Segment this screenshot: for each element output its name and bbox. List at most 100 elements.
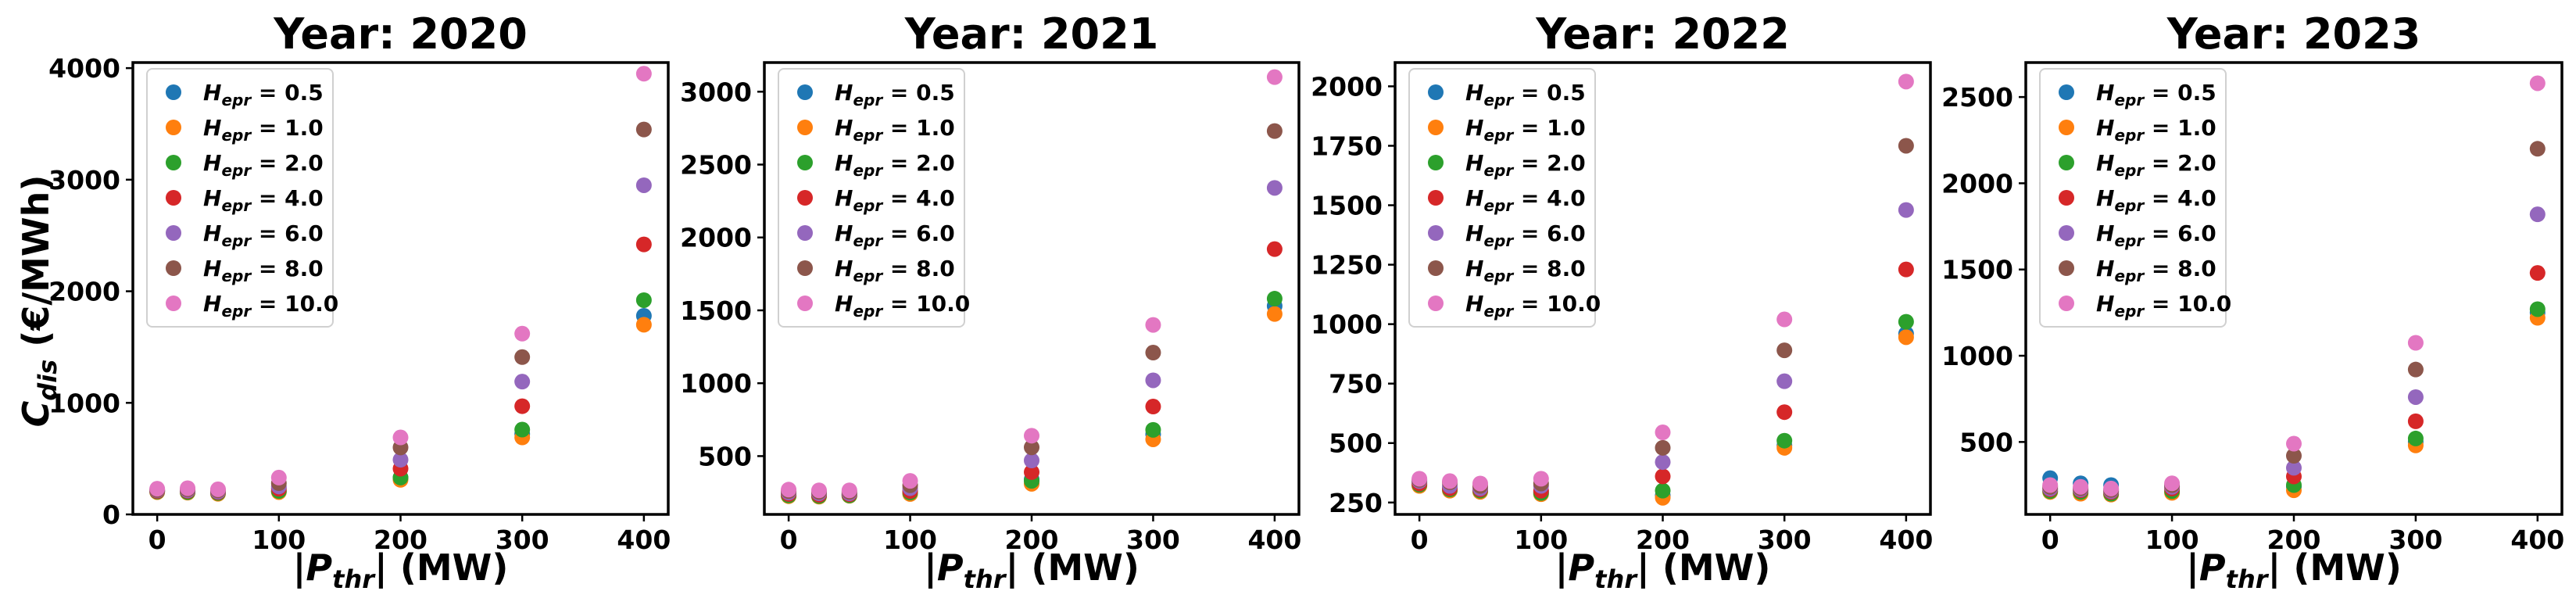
legend-label: Hepr = 1.0 <box>1465 115 1586 145</box>
data-point <box>2407 389 2424 405</box>
legend-label: Hepr = 10.0 <box>835 291 970 321</box>
legend-label: Hepr = 2.0 <box>835 150 955 180</box>
data-point <box>392 452 409 468</box>
x-axis-label: |Pthr| (MW) <box>293 546 509 594</box>
legend-marker <box>2059 260 2074 276</box>
legend-marker <box>2059 190 2074 206</box>
legend-frame <box>146 68 334 328</box>
data-point <box>2529 206 2546 223</box>
legend-marker <box>1428 84 1444 100</box>
y-tick-label: 1000 <box>1311 310 1383 340</box>
y-tick-label: 1500 <box>1311 191 1383 221</box>
legend-marker <box>797 225 813 241</box>
x-tick-label: 200 <box>1636 525 1690 555</box>
y-tick-label: 2000 <box>1311 71 1383 102</box>
y-tick-label: 500 <box>1329 428 1383 459</box>
data-point <box>635 177 652 193</box>
data-point <box>1411 471 1428 487</box>
legend-label: Hepr = 10.0 <box>2096 291 2231 321</box>
y-tick-label: 1000 <box>48 388 120 418</box>
legend: Hepr = 0.5 Hepr = 1.0 Hepr = 2.0 Hepr = 4.0… <box>146 68 338 328</box>
legend-label: Hepr = 0.5 <box>2096 80 2216 109</box>
data-point <box>1898 261 1914 278</box>
panel-title: Year: 2020 <box>273 9 528 59</box>
legend-label: Hepr = 6.0 <box>1465 220 1586 250</box>
data-point <box>1145 372 1161 389</box>
x-tick-label: 100 <box>2145 525 2199 555</box>
data-point <box>1266 69 1283 85</box>
data-point <box>514 398 531 414</box>
data-point <box>2529 265 2546 281</box>
legend: Hepr = 0.5 Hepr = 1.0 Hepr = 2.0 Hepr = 4.0… <box>1408 68 1601 328</box>
y-tick-label: 1500 <box>680 296 752 326</box>
panel-title: Year: 2022 <box>1535 9 1790 59</box>
data-point <box>1533 471 1549 487</box>
data-point <box>1266 291 1283 307</box>
legend-marker <box>166 260 181 276</box>
data-point <box>810 482 827 499</box>
data-point <box>2042 477 2059 493</box>
data-point <box>1145 345 1161 361</box>
legend-marker <box>797 120 813 135</box>
data-point <box>2407 335 2424 351</box>
y-tick-label: 0 <box>102 500 120 530</box>
data-point <box>635 317 652 333</box>
legend-marker <box>166 84 181 100</box>
data-point <box>635 66 652 82</box>
legend-marker <box>1428 225 1444 241</box>
data-point <box>1024 453 1039 469</box>
legend-marker <box>797 296 813 311</box>
y-tick-label: 2000 <box>48 277 120 307</box>
data-point <box>514 421 531 438</box>
data-point <box>1024 428 1039 444</box>
legend-label: Hepr = 4.0 <box>835 185 955 215</box>
data-point <box>1655 454 1671 471</box>
y-tick-label: 2500 <box>1941 82 2013 113</box>
data-point <box>1776 373 1793 389</box>
x-tick-label: 400 <box>617 525 671 555</box>
legend-frame <box>778 68 965 328</box>
panel-title: Year: 2023 <box>2166 9 2421 59</box>
data-point <box>1898 138 1914 154</box>
data-point <box>1024 439 1039 456</box>
y-tick-label: 750 <box>1329 369 1383 399</box>
data-point <box>1655 482 1671 499</box>
legend-label: Hepr = 1.0 <box>203 115 324 145</box>
legend-label: Hepr = 1.0 <box>2096 115 2216 145</box>
data-point <box>902 473 918 489</box>
data-point <box>2407 430 2424 446</box>
y-tick-label: 4000 <box>48 53 120 84</box>
data-point <box>1655 425 1671 441</box>
x-tick-label: 300 <box>496 525 549 555</box>
legend-label: Hepr = 8.0 <box>203 256 324 285</box>
y-tick-label: 2000 <box>680 223 752 253</box>
legend-marker <box>2059 155 2074 170</box>
data-point <box>2073 478 2089 495</box>
legend-marker <box>2059 225 2074 241</box>
data-point <box>2286 435 2302 452</box>
data-point <box>635 292 652 308</box>
x-tick-label: 0 <box>148 525 166 555</box>
panel-3: Year: 2022 0 100 200 300 400 250 500 750 1000 1250… <box>1311 9 1933 594</box>
x-axis-label: |Pthr| (MW) <box>924 546 1140 594</box>
legend-label: Hepr = 2.0 <box>1465 150 1586 180</box>
data-point <box>2529 75 2546 91</box>
x-tick-label: 200 <box>2267 525 2321 555</box>
legend-label: Hepr = 4.0 <box>203 185 324 215</box>
legend-frame <box>2039 68 2227 328</box>
x-tick-label: 0 <box>2041 525 2059 555</box>
legend-label: Hepr = 4.0 <box>2096 185 2216 215</box>
x-tick-label: 0 <box>1411 525 1429 555</box>
x-tick-label: 300 <box>1126 525 1180 555</box>
data-point <box>1776 311 1793 328</box>
legend-marker <box>2059 120 2074 135</box>
legend-label: Hepr = 6.0 <box>2096 220 2216 250</box>
legend-marker <box>797 155 813 170</box>
legend-label: Hepr = 10.0 <box>1465 291 1601 321</box>
legend-label: Hepr = 2.0 <box>203 150 324 180</box>
x-axis-label: |Pthr| (MW) <box>1555 546 1771 594</box>
legend-marker <box>1428 155 1444 170</box>
x-tick-label: 200 <box>1005 525 1059 555</box>
